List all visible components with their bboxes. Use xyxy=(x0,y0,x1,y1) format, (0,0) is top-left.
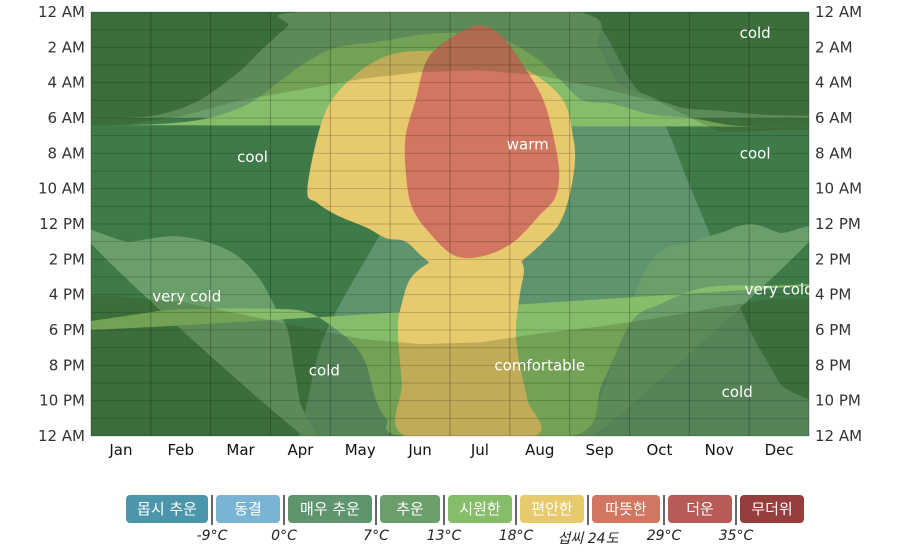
band-cold-1 xyxy=(91,229,317,436)
y-axis-right: 12 AM 2 AM 4 AM 6 AM 8 AM 10 AM 12 PM 2 PM 4 PM 6… xyxy=(815,3,862,445)
x-tick-label: Mar xyxy=(226,441,255,459)
legend-item: 추운 xyxy=(380,495,440,523)
zone-label: cool xyxy=(237,148,268,166)
y-tick-label-right: 6 AM xyxy=(815,109,853,127)
y-tick-label-left: 8 PM xyxy=(49,356,85,374)
y-tick-label-left: 2 AM xyxy=(47,38,85,56)
y-tick-label-left: 4 PM xyxy=(49,286,85,304)
y-tick-label-right: 4 PM xyxy=(815,286,851,304)
zone-label: cold xyxy=(722,383,753,401)
legend-item: 따뜻한 xyxy=(592,495,660,523)
x-tick-label: Feb xyxy=(167,441,194,459)
y-tick-label-left: 2 PM xyxy=(49,250,85,268)
y-tick-label-right: 10 PM xyxy=(815,392,861,410)
legend-item: 몹시 추운 xyxy=(126,495,208,523)
zone-label: very cold xyxy=(745,280,814,298)
night-morning xyxy=(91,296,809,436)
x-tick-label: Jul xyxy=(470,441,489,459)
y-tick-label-left: 12 PM xyxy=(39,215,85,233)
legend-item: 무더위 xyxy=(740,495,804,523)
x-tick-label: Nov xyxy=(705,441,734,459)
y-tick-label-left: 12 AM xyxy=(38,427,85,445)
legend-threshold: 18°C xyxy=(498,528,534,544)
y-axis-left: 12 AM 2 AM 4 AM 6 AM 8 AM 10 AM 12 PM 2 PM 4 PM 6… xyxy=(38,3,85,445)
y-tick-label-right: 12 PM xyxy=(815,215,861,233)
temperature-bands xyxy=(91,12,809,436)
legend-separator xyxy=(375,495,377,525)
legend-item: 편안한 xyxy=(520,495,584,523)
night-shading xyxy=(91,12,809,436)
night-evening xyxy=(91,12,809,133)
legend-separator xyxy=(587,495,589,525)
y-tick-label-left: 10 AM xyxy=(38,180,85,198)
band-warm-8 xyxy=(404,25,560,259)
legend-separator xyxy=(663,495,665,525)
y-tick-label-left: 4 AM xyxy=(47,74,85,92)
y-tick-label-left: 6 PM xyxy=(49,321,85,339)
legend-separator xyxy=(211,495,213,525)
y-tick-label-right: 12 AM xyxy=(815,3,862,21)
y-tick-label-right: 4 AM xyxy=(815,74,853,92)
y-tick-label-left: 8 AM xyxy=(47,144,85,162)
y-tick-label-right: 8 PM xyxy=(815,356,851,374)
zone-label: warm xyxy=(507,136,549,154)
x-axis: Jan Feb Mar Apr May Jun Jul Aug Sep Oct Nov Dec xyxy=(108,441,793,459)
y-tick-label-right: 2 AM xyxy=(815,38,853,56)
y-tick-label-right: 8 AM xyxy=(815,144,853,162)
legend-separator xyxy=(735,495,737,525)
x-tick-label: Jun xyxy=(407,441,431,459)
y-tick-label-left: 12 AM xyxy=(38,3,85,21)
zone-labels: cold cool warm cool very cold very cold comfor… xyxy=(152,24,813,401)
y-tick-label-left: 10 PM xyxy=(39,392,85,410)
legend-item: 시원한 xyxy=(448,495,512,523)
y-tick-label-right: 12 AM xyxy=(815,427,862,445)
legend-threshold: 35°C xyxy=(718,528,754,544)
legend-threshold: -9°C xyxy=(196,528,228,544)
legend-threshold: 0°C xyxy=(271,528,297,544)
legend-separator xyxy=(443,495,445,525)
zone-label: cold xyxy=(740,24,771,42)
zone-label: cool xyxy=(740,144,771,162)
temperature-chart: 12 AM 2 AM 4 AM 6 AM 8 AM 10 AM 12 PM 2 PM 4 PM 6… xyxy=(38,3,862,459)
x-tick-label: Aug xyxy=(525,441,554,459)
legend: 몹시 추운 동결 매우 추운 추운 시원한 편안한 따뜻한 더운 무더위 -9°C 0°C 7°C 13… xyxy=(0,495,900,555)
legend-threshold: 7°C xyxy=(363,528,389,544)
band-comfortable-7 xyxy=(395,249,542,436)
x-tick-label: May xyxy=(345,441,376,459)
x-tick-label: Apr xyxy=(287,441,314,459)
legend-threshold: 섭씨 24도 xyxy=(557,531,619,547)
y-tick-label-right: 2 PM xyxy=(815,250,851,268)
x-tick-label: Jan xyxy=(108,441,132,459)
y-tick-label-left: 6 AM xyxy=(47,109,85,127)
legend-separator xyxy=(283,495,285,525)
y-tick-label-right: 6 PM xyxy=(815,321,851,339)
x-tick-label: Sep xyxy=(585,441,613,459)
grid-lines xyxy=(90,11,810,437)
legend-item: 더운 xyxy=(668,495,732,523)
legend-item: 동결 xyxy=(216,495,280,523)
zone-label: very cold xyxy=(152,287,221,305)
legend-item: 매우 추운 xyxy=(288,495,372,523)
zone-label: cold xyxy=(309,362,340,380)
y-tick-label-right: 10 AM xyxy=(815,180,862,198)
zone-label: comfortable xyxy=(494,356,585,374)
legend-threshold: 29°C xyxy=(646,528,682,544)
x-tick-label: Dec xyxy=(765,441,794,459)
band-cold-2 xyxy=(580,224,809,436)
legend-separator xyxy=(515,495,517,525)
legend-threshold: 13°C xyxy=(426,528,462,544)
x-tick-label: Oct xyxy=(646,441,672,459)
